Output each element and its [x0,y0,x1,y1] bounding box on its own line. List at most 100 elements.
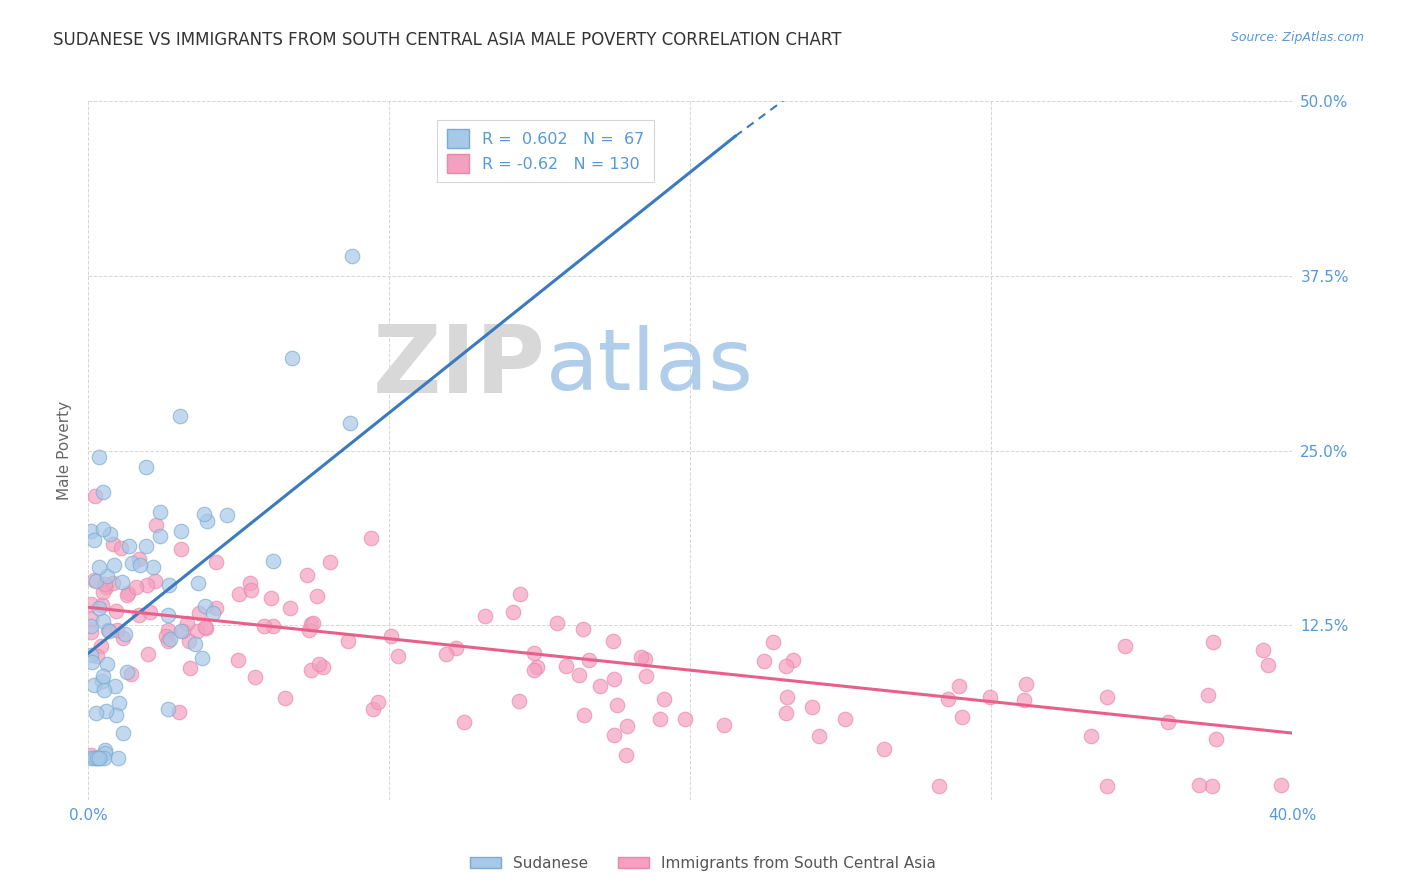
Point [96,657,118,671]
Text: ZIP: ZIP [373,321,546,413]
Point [87,601,110,615]
Point [128,552,150,566]
Point [157,578,180,592]
Point [1198,689,1220,703]
Point [936,692,959,706]
Point [80,597,103,611]
Point [83,573,105,587]
Point [186,624,208,638]
Point [128,607,150,622]
Point [117,586,139,600]
Point [302,615,325,630]
Point [262,554,284,568]
Point [1012,693,1035,707]
Legend: R =  0.602   N =  67, R = -0.62   N = 130: R = 0.602 N = 67, R = -0.62 N = 130 [437,120,654,182]
Point [380,629,402,643]
Point [367,695,389,709]
Point [606,698,628,712]
Point [80,648,103,663]
Point [94,577,117,591]
Point [194,620,217,634]
Point [253,619,276,633]
Point [217,508,239,523]
Point [197,514,219,528]
Point [387,648,409,663]
Point [104,708,127,723]
Point [89,751,111,765]
Legend: Sudanese, Immigrants from South Central Asia: Sudanese, Immigrants from South Central … [464,850,942,877]
Point [170,524,193,538]
Point [434,648,457,662]
Point [167,705,190,719]
Point [228,587,250,601]
Point [444,641,467,656]
Point [157,633,180,648]
Point [191,651,214,665]
Point [110,541,132,556]
Point [474,609,496,624]
Point [87,559,110,574]
Point [1202,635,1225,649]
Point [204,556,226,570]
Point [202,607,225,621]
Point [93,751,115,765]
Point [108,697,131,711]
Point [195,621,218,635]
Point [278,600,301,615]
Point [129,558,152,572]
Point [156,701,179,715]
Point [94,746,117,760]
Point [340,249,363,263]
Point [807,729,830,743]
Point [1015,677,1038,691]
Point [83,751,105,765]
Point [103,558,125,572]
Point [94,743,117,757]
Point [308,657,330,671]
Point [240,583,263,598]
Point [176,616,198,631]
Point [574,708,596,723]
Point [588,679,610,693]
Point [91,522,114,536]
Point [950,710,973,724]
Point [169,409,191,424]
Point [301,616,323,631]
Point [80,524,103,538]
Point [135,459,157,474]
Point [508,694,530,708]
Point [526,660,548,674]
Point [83,533,105,547]
Point [360,531,382,545]
Point [193,507,215,521]
Point [319,556,342,570]
Point [97,624,120,638]
Point [226,653,249,667]
Point [205,600,228,615]
Point [86,751,108,765]
Point [80,655,103,669]
Point [648,712,671,726]
Point [91,585,114,599]
Point [125,580,148,594]
Point [80,612,103,626]
Point [453,714,475,729]
Point [94,704,117,718]
Text: SUDANESE VS IMMIGRANTS FROM SOUTH CENTRAL ASIA MALE POVERTY CORRELATION CHART: SUDANESE VS IMMIGRANTS FROM SOUTH CENTRA… [53,31,842,49]
Point [1157,714,1180,729]
Point [170,542,193,557]
Point [243,670,266,684]
Point [105,624,128,638]
Point [135,578,157,592]
Point [298,623,321,637]
Point [80,624,103,639]
Point [509,587,531,601]
Point [148,505,170,519]
Point [776,690,799,704]
Point [602,728,624,742]
Point [143,574,166,588]
Point [157,624,180,638]
Text: Source: ZipAtlas.com: Source: ZipAtlas.com [1230,31,1364,45]
Point [83,678,105,692]
Point [80,619,103,633]
